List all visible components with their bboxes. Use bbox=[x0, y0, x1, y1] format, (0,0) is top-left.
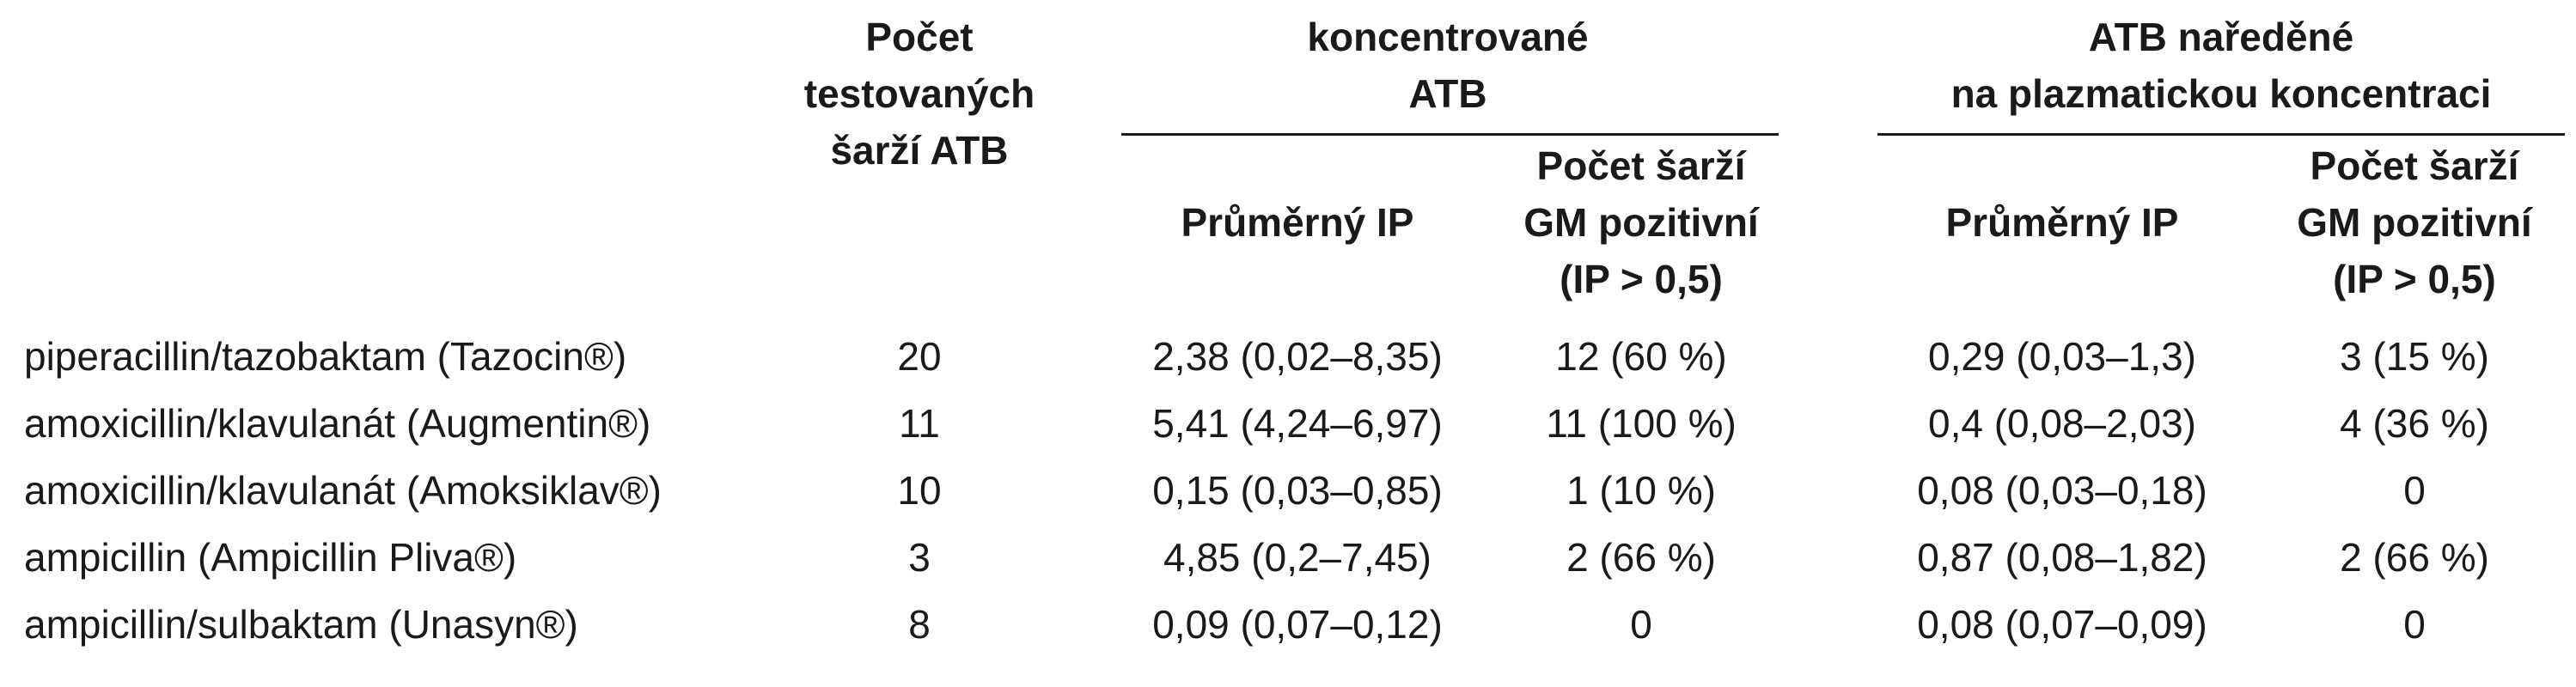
header-gm-line: GM pozitivní bbox=[2297, 200, 2532, 245]
row-gm-concentrated: 12 (60 %) bbox=[1555, 334, 1727, 379]
header-group-line: ATB naředěné bbox=[2088, 15, 2354, 59]
header-count-line: Počet bbox=[865, 15, 974, 59]
row-gm-concentrated: 1 (10 %) bbox=[1566, 468, 1716, 513]
header-gm-line: (IP > 0,5) bbox=[1560, 257, 1723, 301]
header-gm-line: (IP > 0,5) bbox=[2333, 257, 2496, 301]
row-count: 3 bbox=[908, 535, 931, 580]
header-gm-line: Počet šarží bbox=[2310, 143, 2519, 188]
row-gm-diluted: 4 (36 %) bbox=[2340, 401, 2489, 446]
row-ip-concentrated: 0,15 (0,03–0,85) bbox=[1152, 468, 1443, 513]
header-gm-line: Počet šarží bbox=[1536, 143, 1746, 188]
header-group-concentrated: koncentrované ATB bbox=[1117, 9, 1779, 122]
row-ip-diluted: 0,29 (0,03–1,3) bbox=[1927, 334, 2196, 379]
row-ip-diluted: 0,4 (0,08–2,03) bbox=[1927, 401, 2196, 446]
header-ip-concentrated: Průměrný IP bbox=[1181, 200, 1414, 245]
row-ip-diluted: 0,08 (0,03–0,18) bbox=[1917, 468, 2207, 513]
group1-rule bbox=[1121, 133, 1779, 136]
row-count: 10 bbox=[897, 468, 942, 513]
header-count: Počet testovaných šarží ATB bbox=[791, 9, 1048, 179]
header-gm-line: GM pozitivní bbox=[1523, 200, 1759, 245]
header-gm-diluted: Počet šarží GM pozitivní (IP > 0,5) bbox=[2260, 137, 2569, 307]
header-count-line: testovaných bbox=[803, 71, 1035, 116]
row-name: ampicillin (Ampicillin Pliva®) bbox=[24, 535, 517, 580]
row-gm-concentrated: 0 bbox=[1630, 602, 1652, 647]
row-gm-diluted: 0 bbox=[2403, 468, 2426, 513]
row-gm-concentrated: 11 (100 %) bbox=[1546, 401, 1737, 446]
row-name: piperacillin/tazobaktam (Tazocin®) bbox=[24, 334, 627, 379]
header-group-line: na plazmatickou koncentraci bbox=[1950, 71, 2492, 116]
row-ip-diluted: 0,08 (0,07–0,09) bbox=[1917, 602, 2207, 647]
header-group-line: koncentrované bbox=[1307, 15, 1589, 59]
row-ip-concentrated: 4,85 (0,2–7,45) bbox=[1163, 535, 1431, 580]
header-group-diluted: ATB naředěné na plazmatickou koncentraci bbox=[1877, 9, 2565, 122]
row-name: amoxicillin/klavulanát (Augmentin®) bbox=[24, 401, 651, 446]
row-ip-concentrated: 2,38 (0,02–8,35) bbox=[1152, 334, 1443, 379]
group2-rule bbox=[1877, 133, 2565, 136]
row-gm-diluted: 0 bbox=[2403, 602, 2426, 647]
header-count-line: šarží ATB bbox=[830, 128, 1009, 173]
row-ip-concentrated: 0,09 (0,07–0,12) bbox=[1152, 602, 1443, 647]
row-count: 11 bbox=[899, 401, 940, 446]
header-ip-diluted: Průměrný IP bbox=[1945, 200, 2179, 245]
header-gm-concentrated: Počet šarží GM pozitivní (IP > 0,5) bbox=[1495, 137, 1787, 307]
row-ip-diluted: 0,87 (0,08–1,82) bbox=[1917, 535, 2207, 580]
row-name: ampicillin/sulbaktam (Unasyn®) bbox=[24, 602, 578, 647]
row-name: amoxicillin/klavulanát (Amoksiklav®) bbox=[24, 468, 662, 513]
row-gm-diluted: 2 (66 %) bbox=[2340, 535, 2489, 580]
row-ip-concentrated: 5,41 (4,24–6,97) bbox=[1152, 401, 1443, 446]
header-group-line: ATB bbox=[1408, 71, 1487, 116]
row-count: 8 bbox=[908, 602, 931, 647]
row-count: 20 bbox=[897, 334, 942, 379]
row-gm-diluted: 3 (15 %) bbox=[2340, 334, 2489, 379]
row-gm-concentrated: 2 (66 %) bbox=[1566, 535, 1716, 580]
